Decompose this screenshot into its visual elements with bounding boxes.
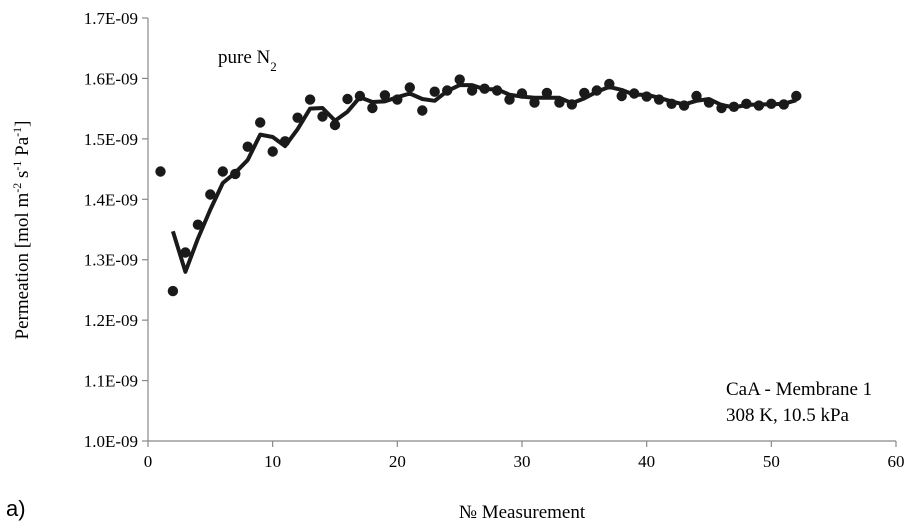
- data-point: [741, 98, 752, 110]
- y-tick-label: 1.3E-09: [84, 251, 138, 270]
- y-tick-label: 1.0E-09: [84, 432, 138, 451]
- data-point: [579, 87, 590, 99]
- data-point: [392, 94, 403, 105]
- data-point: [516, 88, 528, 99]
- x-tick-label: 10: [264, 452, 281, 471]
- data-point: [367, 102, 378, 114]
- data-point: [342, 93, 353, 105]
- data-point: [317, 111, 328, 122]
- data-point: [703, 97, 715, 108]
- data-point: [529, 97, 540, 108]
- panel-label: a): [6, 496, 26, 521]
- x-tick-label: 60: [888, 452, 905, 471]
- data-point: [504, 94, 515, 105]
- data-point: [491, 85, 503, 96]
- data-point: [566, 99, 578, 110]
- data-point: [304, 94, 316, 105]
- y-axis-label-mid2: Pa: [12, 136, 33, 160]
- y-axis-label-sup2: -1: [10, 161, 24, 171]
- data-point: [541, 87, 553, 99]
- data-point: [180, 247, 191, 258]
- data-point: [466, 85, 478, 96]
- y-tick-labels: 1.0E-09 1.1E-09 1.2E-09 1.3E-09 1.4E-09 1.5E-…: [84, 9, 138, 451]
- moving-average-series: [170, 83, 797, 274]
- x-tick-label: 30: [514, 452, 531, 471]
- measurement-series: [155, 74, 802, 297]
- data-point: [379, 90, 391, 101]
- data-point: [167, 285, 179, 297]
- y-axis-label-main: Permeation [mol m: [12, 193, 33, 340]
- data-point: [479, 83, 490, 94]
- data-point: [217, 166, 228, 177]
- data-point: [242, 141, 253, 152]
- moving-average-line: [170, 83, 797, 274]
- y-tick-label: 1.2E-09: [84, 311, 138, 330]
- data-point: [230, 168, 241, 180]
- y-axis-label-end: ]: [12, 121, 33, 127]
- x-tick-label: 0: [144, 452, 153, 471]
- data-point: [192, 219, 204, 230]
- data-point: [354, 90, 366, 102]
- x-tick-label: 20: [389, 452, 406, 471]
- y-tick-label: 1.4E-09: [84, 190, 138, 209]
- y-axis-label-sup3: -1: [10, 127, 24, 137]
- data-point: [753, 100, 765, 111]
- y-tick-label: 1.1E-09: [84, 372, 138, 391]
- membrane-annotation: CaA - Membrane 1: [726, 379, 872, 400]
- axes: [142, 17, 897, 447]
- x-tick-labels: 0 10 20 30 40 50 60: [144, 452, 905, 471]
- data-point: [716, 102, 727, 114]
- y-tick-label: 1.6E-09: [84, 69, 138, 88]
- data-point: [404, 82, 415, 93]
- data-point: [454, 74, 465, 85]
- data-point: [653, 94, 665, 105]
- x-tick-label: 50: [763, 452, 780, 471]
- data-point: [155, 166, 166, 177]
- x-axis-label: № Measurement: [459, 502, 586, 523]
- data-point: [591, 85, 602, 96]
- data-point: [791, 90, 802, 102]
- data-point: [255, 117, 266, 128]
- y-tick-label: 1.5E-09: [84, 130, 138, 149]
- data-point: [678, 100, 690, 111]
- gas-annotation-text: pure N: [218, 47, 271, 68]
- data-point: [604, 78, 615, 90]
- data-point: [279, 136, 291, 147]
- data-point: [641, 91, 652, 102]
- y-axis-label-mid1: s: [12, 171, 33, 183]
- data-point: [329, 119, 341, 131]
- data-point: [442, 85, 453, 96]
- gas-annotation-subscript: 2: [270, 59, 277, 74]
- data-point: [417, 105, 428, 116]
- y-tick-label: 1.7E-09: [84, 9, 138, 28]
- x-tick-label: 40: [638, 452, 655, 471]
- y-axis-label-sup1: -2: [10, 183, 24, 193]
- data-point: [267, 146, 278, 157]
- conditions-annotation: 308 K, 10.5 kPa: [726, 405, 850, 426]
- data-point: [666, 98, 677, 110]
- data-point: [728, 101, 740, 113]
- gas-annotation: pure N2: [218, 47, 277, 74]
- data-point: [205, 189, 216, 200]
- data-point: [778, 99, 789, 110]
- data-point: [691, 90, 702, 102]
- data-point: [429, 86, 440, 97]
- data-point: [766, 98, 777, 110]
- data-point: [629, 88, 640, 99]
- data-point: [616, 90, 627, 102]
- data-point: [292, 112, 303, 123]
- data-point: [554, 97, 565, 108]
- y-axis-label: Permeation [mol m-2 s-1 Pa-1]: [10, 121, 33, 340]
